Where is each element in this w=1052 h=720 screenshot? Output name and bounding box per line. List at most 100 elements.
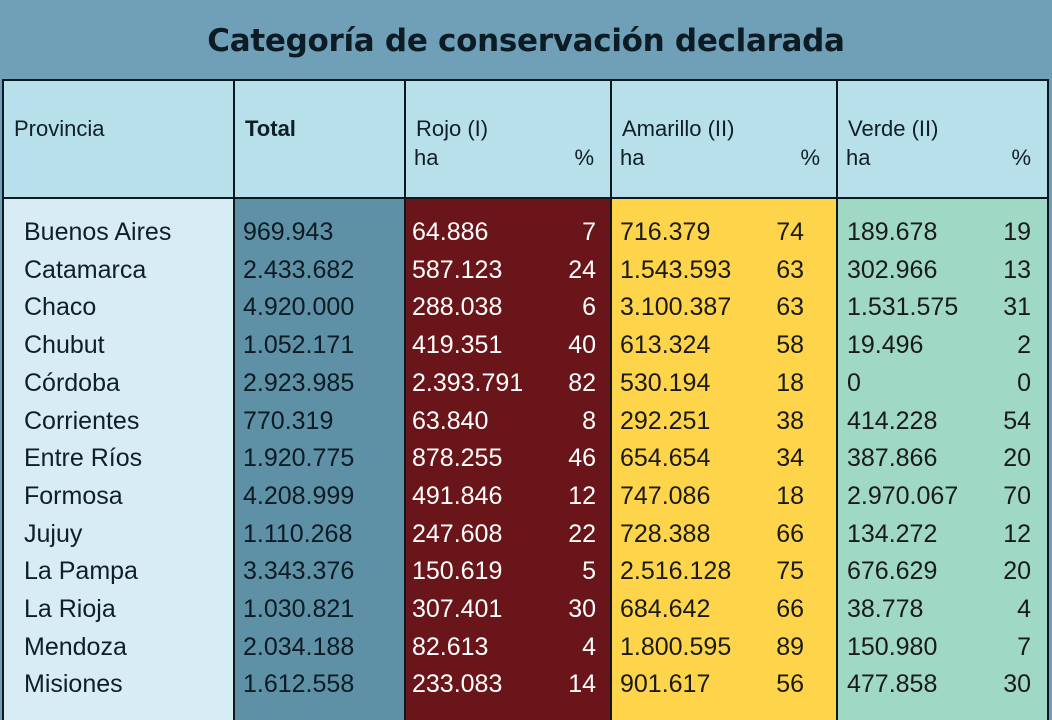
cell-verde-ha: 38.778 [847, 595, 924, 623]
cell-total: 1.030.821 [243, 595, 355, 623]
cell-verde-ha: 189.678 [847, 218, 938, 246]
cell-rojo-ha: 307.401 [412, 595, 503, 623]
cell-rojo-ha: 491.846 [412, 481, 503, 510]
header-verde-label: Verde (II) [848, 116, 939, 141]
conservation-table: Provincia Total Rojo (I) ha % Amarillo (… [2, 79, 1049, 720]
cell-verde-pct: 19 [1003, 218, 1031, 246]
cell-verde-pct: 13 [1003, 255, 1031, 284]
header-rojo-ha: ha [414, 145, 439, 170]
cell-amarillo-ha: 1.543.593 [620, 255, 732, 284]
cell-provincia: Corrientes [24, 406, 140, 435]
cell-rojo-ha: 288.038 [412, 293, 503, 322]
cell-provincia: Entre Ríos [24, 444, 143, 473]
cell-rojo-pct: 24 [568, 255, 596, 284]
cell-verde-pct: 20 [1003, 444, 1031, 473]
cell-rojo-pct: 40 [568, 331, 596, 360]
cell-amarillo-ha: 747.086 [620, 481, 711, 510]
cell-verde-pct: 12 [1003, 519, 1031, 548]
cell-verde-pct: 7 [1017, 632, 1031, 661]
cell-total: 1.052.171 [243, 331, 355, 360]
cell-amarillo-ha: 728.388 [620, 519, 711, 548]
cell-rojo-ha: 2.393.791 [412, 368, 524, 397]
cell-verde-pct: 0 [1017, 368, 1031, 397]
cell-total: 969.943 [243, 218, 334, 246]
header-amarillo-label: Amarillo (II) [622, 116, 735, 141]
cell-verde-ha: 1.531.575 [847, 293, 959, 322]
cell-provincia: Chubut [24, 331, 105, 360]
cell-provincia: Mendoza [24, 632, 127, 661]
header-total-label: Total [245, 116, 296, 141]
cell-total: 4.208.999 [243, 481, 355, 510]
cell-rojo-pct: 8 [582, 406, 596, 435]
cell-rojo-ha: 247.608 [412, 519, 503, 548]
column-verde: 189.678 19 302.966 13 1.531.575 31 19.496 2 0 0 41… [838, 199, 1047, 720]
cell-total: 3.343.376 [243, 557, 355, 586]
cell-amarillo-ha: 292.251 [620, 406, 711, 435]
cell-verde-pct: 54 [1003, 406, 1031, 435]
cell-provincia: Catamarca [24, 255, 147, 284]
cell-verde-ha: 676.629 [847, 557, 938, 586]
column-rojo: 64.886 7 587.123 24 288.038 6 419.351 40 2.393.7… [406, 199, 610, 720]
cell-provincia: Buenos Aires [24, 218, 172, 246]
cell-rojo-pct: 12 [568, 481, 596, 510]
header-amarillo-pct: % [800, 145, 820, 170]
header-rojo: Rojo (I) ha % [406, 81, 610, 197]
cell-amarillo-ha: 684.642 [620, 595, 711, 623]
cell-verde-ha: 150.980 [847, 632, 938, 661]
cell-verde-ha: 414.228 [847, 406, 938, 435]
header-provincia: Provincia [4, 81, 233, 197]
cell-verde-pct: 2 [1017, 331, 1031, 360]
header-provincia-label: Provincia [14, 116, 105, 141]
cell-total: 770.319 [243, 406, 334, 435]
cell-amarillo-pct: 58 [776, 331, 804, 360]
header-total: Total [235, 81, 404, 197]
header-amarillo-ha: ha [620, 145, 645, 170]
cell-rojo-ha: 587.123 [412, 255, 503, 284]
cell-amarillo-pct: 56 [776, 670, 804, 699]
column-provincia: Buenos Aires Catamarca Chaco Chubut Córdoba C… [4, 199, 233, 720]
cell-amarillo-ha: 901.617 [620, 670, 711, 699]
cell-provincia: La Rioja [24, 595, 116, 623]
cell-provincia: Chaco [24, 293, 97, 322]
cell-rojo-ha: 64.886 [412, 218, 489, 246]
cell-amarillo-ha: 530.194 [620, 368, 711, 397]
cell-amarillo-pct: 38 [776, 406, 804, 435]
cell-verde-pct: 31 [1003, 293, 1031, 322]
cell-rojo-pct: 22 [568, 519, 596, 548]
cell-verde-ha: 477.858 [847, 670, 938, 699]
header-verde-pct: % [1011, 145, 1031, 170]
cell-total: 4.920.000 [243, 293, 355, 322]
page-title: Categoría de conservación declarada [0, 0, 1052, 82]
cell-amarillo-pct: 18 [776, 368, 804, 397]
header-verde-ha: ha [846, 145, 871, 170]
header-amarillo: Amarillo (II) ha % [612, 81, 836, 197]
cell-amarillo-pct: 89 [776, 632, 804, 661]
cell-rojo-pct: 4 [582, 632, 596, 661]
cell-verde-ha: 19.496 [847, 331, 924, 360]
header-verde: Verde (II) ha % [838, 81, 1047, 197]
cell-verde-ha: 2.970.067 [847, 481, 959, 510]
cell-amarillo-ha: 2.516.128 [620, 557, 732, 586]
cell-verde-ha: 0 [847, 368, 861, 397]
column-total: 969.943 2.433.682 4.920.000 1.052.171 2.923.… [235, 199, 404, 720]
cell-provincia: Jujuy [24, 519, 83, 548]
cell-amarillo-ha: 716.379 [620, 218, 711, 246]
cell-total: 1.920.775 [243, 444, 355, 473]
column-amarillo: 716.379 74 1.543.593 63 3.100.387 63 613.324 58… [612, 199, 836, 720]
cell-amarillo-pct: 66 [776, 595, 804, 623]
cell-verde-pct: 70 [1003, 481, 1031, 510]
cell-verde-ha: 387.866 [847, 444, 938, 473]
cell-rojo-ha: 63.840 [412, 406, 489, 435]
cell-total: 2.923.985 [243, 368, 355, 397]
cell-amarillo-ha: 3.100.387 [620, 293, 732, 322]
cell-verde-ha: 134.272 [847, 519, 938, 548]
cell-rojo-ha: 419.351 [412, 331, 503, 360]
cell-rojo-ha: 233.083 [412, 670, 503, 699]
cell-provincia: Córdoba [24, 368, 120, 397]
cell-verde-ha: 302.966 [847, 255, 938, 284]
cell-amarillo-ha: 654.654 [620, 444, 711, 473]
cell-amarillo-ha: 613.324 [620, 331, 711, 360]
cell-rojo-pct: 46 [568, 444, 596, 473]
cell-total: 1.110.268 [243, 519, 353, 548]
cell-total: 2.433.682 [243, 255, 355, 284]
